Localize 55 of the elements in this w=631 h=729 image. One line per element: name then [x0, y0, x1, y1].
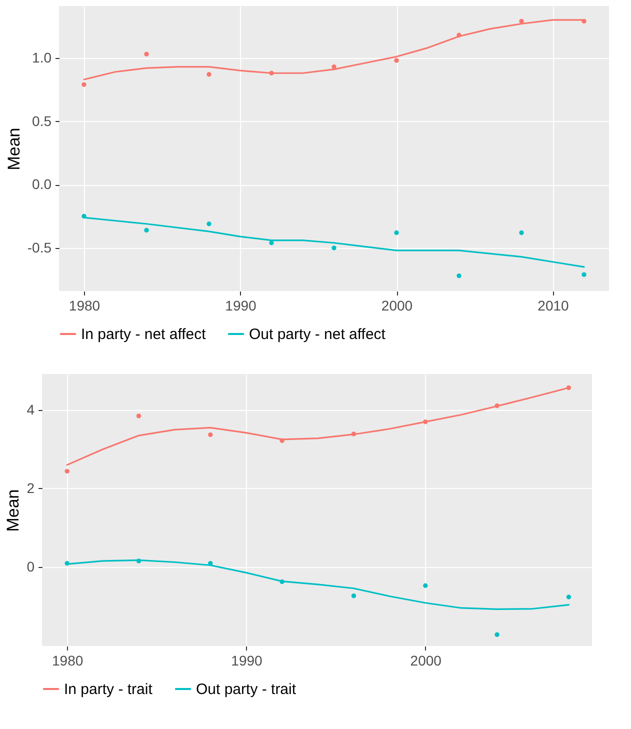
point: [82, 214, 86, 219]
y-tick-label: 4: [26, 402, 35, 418]
point: [144, 52, 149, 56]
point: [566, 385, 572, 390]
point: [64, 560, 70, 566]
point: [64, 468, 70, 474]
point: [423, 583, 428, 588]
point: [351, 593, 356, 598]
point: [519, 18, 524, 24]
point: [206, 222, 212, 226]
point: [456, 273, 462, 278]
point: [582, 18, 586, 24]
y-tick-label: -0.5: [27, 239, 52, 256]
point: [582, 272, 586, 277]
y-tick-label: 0.0: [32, 176, 52, 192]
y-tick-label: 0: [26, 558, 35, 574]
point: [394, 230, 399, 236]
point: [208, 432, 213, 438]
point: [566, 594, 572, 600]
point: [280, 438, 284, 443]
x-tick-label: 2000: [410, 652, 442, 668]
point: [136, 414, 142, 418]
point: [519, 230, 524, 236]
point: [144, 228, 149, 233]
y-tick-label: 1.0: [32, 49, 52, 66]
legend-label: In party - net affect: [81, 326, 207, 343]
point: [456, 32, 462, 38]
x-tick-label: 2010: [538, 298, 570, 314]
x-tick-label: 1990: [225, 298, 257, 314]
point: [269, 240, 274, 246]
point: [206, 72, 212, 77]
x-tick-label: 2000: [381, 298, 413, 314]
legend-label: Out party - net affect: [249, 326, 386, 343]
x-tick-label: 1980: [68, 298, 100, 314]
point: [494, 403, 500, 408]
y-tick-label: 0.5: [32, 112, 52, 129]
legend-label: Out party - trait: [196, 681, 297, 698]
point: [332, 246, 336, 250]
y-tick-label: 2: [26, 480, 35, 496]
y-axis-title: Mean: [4, 489, 23, 532]
point: [351, 432, 356, 436]
point: [280, 579, 284, 584]
y-axis-title: Mean: [4, 128, 24, 170]
line-series: [83, 19, 585, 80]
x-tick-label: 1990: [231, 652, 263, 668]
point: [82, 82, 86, 87]
x-tick-label: 1980: [52, 652, 84, 668]
line-series: [66, 559, 570, 610]
point: [394, 58, 399, 63]
point: [423, 419, 428, 424]
legend-label: In party - trait: [64, 681, 154, 698]
point: [136, 558, 142, 564]
point: [332, 64, 336, 70]
point: [269, 70, 274, 76]
point: [494, 632, 500, 637]
